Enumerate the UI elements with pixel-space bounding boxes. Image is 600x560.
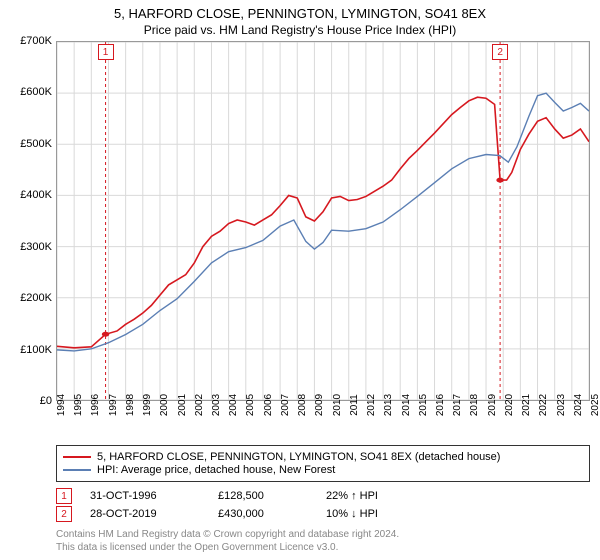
- chart-subtitle: Price paid vs. HM Land Registry's House …: [10, 23, 590, 37]
- plot-svg: [57, 42, 589, 400]
- sale-marker-badge: 1: [98, 44, 114, 60]
- y-tick-label: £500K: [20, 138, 52, 150]
- plot-area: 12: [56, 41, 590, 401]
- x-tick-label: 2025: [590, 394, 600, 416]
- legend-row: HPI: Average price, detached house, New …: [63, 464, 583, 476]
- sale-badge: 2: [56, 506, 72, 522]
- sale-price: £430,000: [218, 508, 308, 520]
- y-tick-label: £100K: [20, 344, 52, 356]
- footer-line-1: Contains HM Land Registry data © Crown c…: [56, 528, 590, 541]
- y-tick-label: £700K: [20, 35, 52, 47]
- sales-table: 1 31-OCT-1996 £128,500 22% ↑ HPI 2 28-OCT-201…: [56, 486, 590, 524]
- legend-label: 5, HARFORD CLOSE, PENNINGTON, LYMINGTON,…: [97, 451, 500, 463]
- title-block: 5, HARFORD CLOSE, PENNINGTON, LYMINGTON,…: [10, 6, 590, 37]
- sale-delta: 10% ↓ HPI: [326, 508, 378, 520]
- legend-label: HPI: Average price, detached house, New …: [97, 464, 335, 476]
- legend-swatch: [63, 456, 91, 458]
- chart-container: 5, HARFORD CLOSE, PENNINGTON, LYMINGTON,…: [0, 0, 600, 560]
- sale-row: 1 31-OCT-1996 £128,500 22% ↑ HPI: [56, 488, 590, 504]
- sale-date: 28-OCT-2019: [90, 508, 200, 520]
- x-axis-labels: 1994199519961997199819992000200120022003…: [56, 401, 590, 439]
- sale-date: 31-OCT-1996: [90, 490, 200, 502]
- legend-row: 5, HARFORD CLOSE, PENNINGTON, LYMINGTON,…: [63, 451, 583, 463]
- sale-price: £128,500: [218, 490, 308, 502]
- legend-swatch: [63, 469, 91, 471]
- y-tick-label: £400K: [20, 189, 52, 201]
- chart-area: £0£100K£200K£300K£400K£500K£600K£700K 12: [10, 41, 590, 401]
- y-tick-label: £600K: [20, 86, 52, 98]
- y-tick-label: £300K: [20, 241, 52, 253]
- sale-marker-badge: 2: [492, 44, 508, 60]
- chart-title: 5, HARFORD CLOSE, PENNINGTON, LYMINGTON,…: [10, 6, 590, 21]
- y-tick-label: £200K: [20, 292, 52, 304]
- sale-delta: 22% ↑ HPI: [326, 490, 378, 502]
- footer-attribution: Contains HM Land Registry data © Crown c…: [56, 528, 590, 554]
- legend-box: 5, HARFORD CLOSE, PENNINGTON, LYMINGTON,…: [56, 445, 590, 482]
- footer-line-2: This data is licensed under the Open Gov…: [56, 541, 590, 554]
- sale-badge: 1: [56, 488, 72, 504]
- y-axis-labels: £0£100K£200K£300K£400K£500K£600K£700K: [10, 41, 56, 401]
- y-tick-label: £0: [40, 395, 52, 407]
- sale-row: 2 28-OCT-2019 £430,000 10% ↓ HPI: [56, 506, 590, 522]
